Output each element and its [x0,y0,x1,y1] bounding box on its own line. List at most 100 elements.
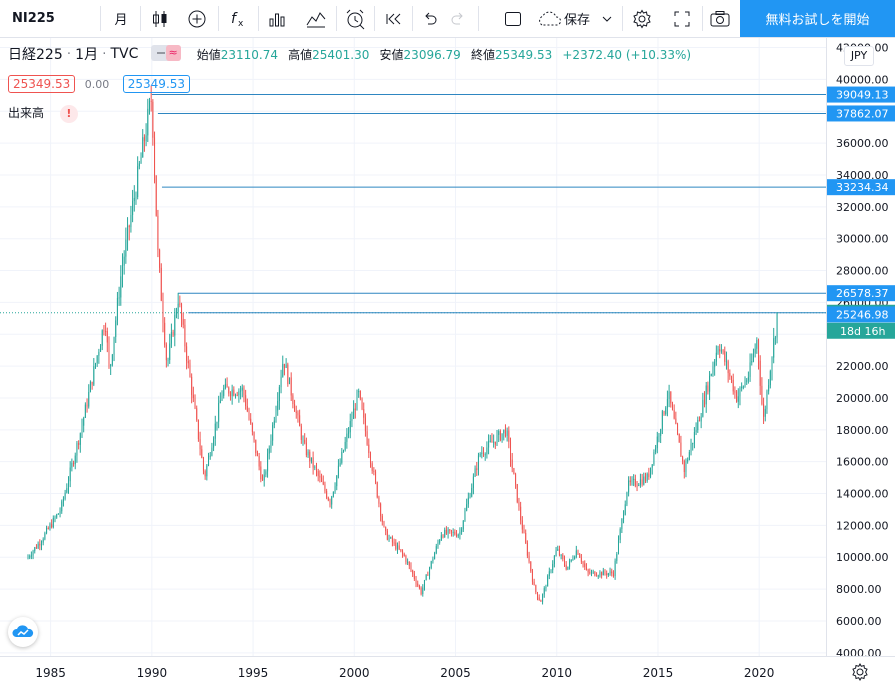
candle-body [115,320,117,337]
candle-body [302,439,304,441]
candle-body [175,311,177,315]
svg-text:f: f [231,11,238,27]
warning-icon[interactable]: ! [59,105,78,123]
candle-body [572,559,574,561]
candle-body [27,556,29,559]
candle-body [108,342,110,367]
redo-icon[interactable] [444,0,472,37]
candle-body [427,574,429,576]
candle-body [570,559,572,562]
candle-body [241,387,243,391]
symbol-search-button[interactable]: NI225 [12,11,55,26]
interval-button[interactable]: 月 [114,13,128,28]
ask-price[interactable]: 25349.53 [122,75,191,93]
candle-body [719,349,721,352]
compare-icon[interactable] [300,0,332,37]
candle-body [182,319,184,325]
candle-body [170,332,172,344]
price-tick-label: 12000.00 [836,519,889,532]
camera-icon[interactable] [704,0,736,37]
candle-body [616,554,618,561]
time-scale[interactable] [0,656,895,692]
price-tag-label: 33234.34 [836,181,889,194]
candle-body [535,585,537,593]
candle-body [353,408,355,419]
price-tick-label: 8000.00 [836,583,882,596]
tradingview-logo[interactable] [8,617,38,647]
candle-body [461,529,463,532]
svg-text:x: x [238,19,244,29]
candle-body [243,387,245,396]
candle-body [550,570,552,572]
candles-icon[interactable] [146,0,174,37]
candle-body [248,411,250,419]
candle-body [580,557,582,562]
candle-body [398,545,400,550]
candle-body [189,363,191,377]
gear-icon[interactable] [626,0,658,37]
candle-body [693,432,695,443]
candle-body [34,547,36,552]
indicator-add-icon[interactable] [182,0,212,37]
candle-body [250,418,252,424]
candle-body [265,471,267,475]
candle-body [44,533,46,540]
candle-body [407,561,409,563]
replay-icon[interactable] [380,0,408,37]
price-tick-label: 34000.00 [836,169,889,182]
candle-body [310,457,312,462]
candle-body [746,380,748,382]
candle-body [553,556,555,564]
start-free-trial-button[interactable]: 無料お試しを開始 [740,0,895,37]
candle-body [388,537,390,540]
settings-gear-icon[interactable] [850,662,870,682]
bid-price[interactable]: 25349.53 [8,75,76,93]
candle-body [606,573,608,576]
chart-legend: 日経225 · 1月 · TVC ≈ 始値23110.74 高値25401.30… [8,45,692,63]
candle-body [617,539,619,555]
spread-value: 0.00 [84,78,110,91]
candle-body [405,555,407,562]
candle-body [491,440,493,443]
price-scale[interactable] [826,38,895,656]
candle-body [722,350,724,352]
candle-body [601,572,603,576]
alarm-icon[interactable] [340,0,370,37]
candle-body [489,440,491,442]
eye-toggle-icon[interactable]: ≈ [150,45,181,61]
save-label: 保存 [564,13,591,28]
candle-body [454,531,456,535]
candle-body [741,386,743,389]
legend-source: TVC [110,46,139,62]
candle-body [351,418,353,422]
candle-body [37,543,39,549]
candle-body [71,463,73,468]
candle-body [547,576,549,587]
price-tick-label: 18000.00 [836,424,889,437]
candle-body [504,429,506,436]
undo-icon[interactable] [416,0,444,37]
fullscreen-icon[interactable] [666,0,698,37]
candle-body [324,484,326,492]
candle-body [493,441,495,443]
legend-interval: 1月 [75,47,99,63]
candle-body [251,423,253,432]
save-button[interactable]: 保存 [536,0,626,37]
candle-body [688,452,690,460]
layout-icon[interactable] [498,0,528,37]
candle-body [326,491,328,498]
candle-body [111,354,113,365]
candle-body [496,434,498,445]
candle-body [501,433,503,441]
candle-body [769,371,771,386]
candle-body [206,465,208,477]
horizontal-lines[interactable] [0,94,826,314]
candle-body [677,424,679,434]
financials-icon[interactable] [262,0,292,37]
countdown-label: 18d 16h [840,325,885,338]
price-tick-label: 16000.00 [836,456,889,469]
candle-body [159,249,161,268]
currency-button[interactable]: JPY [844,46,874,66]
